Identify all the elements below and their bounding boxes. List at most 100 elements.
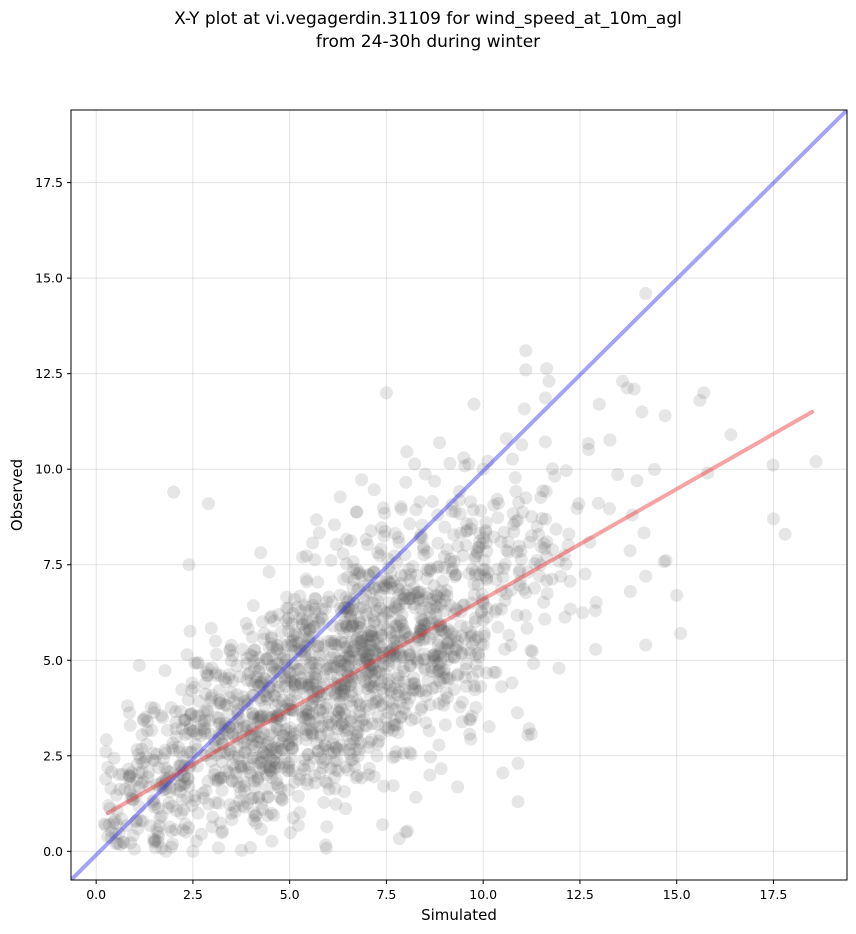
scatter-point — [559, 464, 573, 478]
scatter-point — [281, 783, 295, 797]
scatter-point — [312, 656, 326, 670]
scatter-point — [439, 718, 452, 732]
scatter-point — [480, 666, 494, 680]
scatter-point — [356, 601, 370, 614]
scatter-point — [425, 682, 439, 695]
scatter-point — [232, 751, 246, 765]
scatter-point — [589, 595, 603, 609]
scatter-point — [320, 658, 334, 672]
scatter-point — [341, 659, 355, 673]
scatter-point — [398, 675, 411, 689]
scatter-point — [448, 630, 462, 644]
scatter-point — [449, 568, 463, 582]
scatter-point — [181, 693, 195, 707]
scatter-point — [469, 568, 482, 582]
scatter-point — [278, 671, 292, 685]
scatter-point — [268, 662, 282, 676]
scatter-point — [464, 522, 478, 536]
scatter-point — [367, 643, 381, 657]
scatter-point — [508, 471, 522, 485]
scatter-point — [446, 562, 459, 576]
scatter-point — [346, 620, 359, 634]
scatter-point — [380, 581, 393, 595]
scatter-point — [353, 617, 367, 631]
scatter-point — [278, 673, 292, 687]
scatter-point — [400, 697, 414, 711]
scatter-point — [315, 681, 329, 695]
y-axis-label: Observed — [8, 459, 26, 531]
scatter-point — [260, 809, 274, 822]
scatter-point — [397, 702, 410, 716]
scatter-point — [261, 790, 275, 804]
scatter-point — [322, 782, 336, 796]
scatter-point — [311, 744, 325, 758]
scatter-point — [338, 615, 352, 629]
scatter-point — [389, 626, 403, 640]
scatter-point — [175, 793, 189, 807]
scatter-point — [374, 575, 388, 588]
scatter-point — [477, 629, 491, 643]
scatter-point — [331, 743, 345, 756]
scatter-point — [187, 724, 201, 738]
scatter-point — [213, 717, 227, 731]
scatter-point — [312, 685, 326, 699]
scatter-point — [362, 735, 376, 749]
scatter-points — [98, 286, 823, 858]
scatter-point — [506, 507, 520, 521]
scatter-point — [365, 717, 379, 731]
scatter-point — [282, 738, 296, 752]
scatter-point — [476, 562, 490, 576]
scatter-point — [397, 587, 411, 601]
scatter-point — [107, 815, 121, 829]
scatter-point — [434, 619, 448, 633]
scatter-point — [135, 777, 149, 791]
scatter-point — [399, 625, 413, 639]
scatter-point — [324, 746, 338, 760]
scatter-point — [324, 718, 338, 732]
scatter-point — [252, 650, 266, 664]
scatter-point — [285, 741, 299, 755]
scatter-point — [182, 558, 196, 572]
scatter-point — [233, 670, 247, 683]
scatter-point — [115, 812, 128, 826]
scatter-point — [364, 625, 378, 639]
scatter-point — [340, 605, 354, 619]
scatter-point — [311, 639, 325, 653]
scatter-point — [324, 761, 338, 775]
scatter-point — [265, 741, 279, 755]
scatter-point — [464, 713, 477, 727]
scatter-point — [155, 809, 169, 823]
scatter-point — [451, 780, 465, 794]
scatter-point — [407, 581, 421, 594]
scatter-point — [414, 703, 428, 717]
scatter-point — [345, 654, 358, 668]
scatter-point — [324, 554, 338, 567]
scatter-point — [283, 702, 297, 716]
scatter-point — [312, 711, 326, 725]
x-tick-label: 10.0 — [469, 887, 497, 902]
scatter-point — [469, 701, 483, 714]
scatter-point — [383, 650, 397, 664]
scatter-point — [138, 754, 152, 768]
scatter-point — [293, 768, 307, 782]
scatter-point — [150, 747, 164, 761]
scatter-point — [328, 634, 342, 648]
scatter-point — [270, 711, 284, 725]
scatter-point — [261, 781, 275, 795]
scatter-point — [240, 673, 254, 687]
scatter-point — [294, 677, 308, 691]
scatter-point — [539, 512, 553, 526]
scatter-point — [308, 776, 322, 790]
scatter-point — [357, 641, 371, 655]
scatter-point — [240, 651, 254, 665]
scatter-point — [211, 772, 225, 786]
scatter-point — [432, 664, 446, 677]
scatter-point — [386, 696, 400, 710]
scatter-point — [226, 727, 240, 741]
scatter-point — [525, 644, 539, 658]
scatter-point — [143, 819, 157, 833]
scatter-point — [105, 825, 119, 839]
scatter-point — [394, 576, 408, 590]
scatter-point — [379, 711, 393, 725]
scatter-point — [418, 661, 432, 675]
